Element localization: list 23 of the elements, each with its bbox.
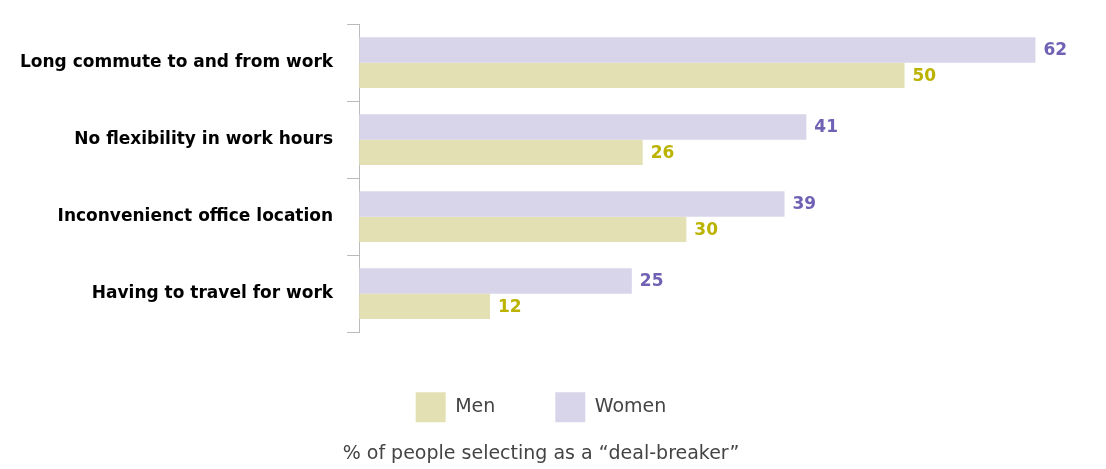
data-label: 30	[694, 218, 719, 239]
bar	[359, 62, 905, 89]
bar	[359, 293, 491, 320]
text: % of people selecting as a “deal-breaker”	[342, 440, 740, 463]
bar	[359, 191, 785, 217]
bar	[359, 216, 687, 243]
data-label: 50	[912, 64, 937, 85]
bar	[359, 37, 1036, 63]
y-tick-label: Long commute to and from work	[19, 51, 334, 72]
y-tick-label: No flexibility in work hours	[74, 128, 334, 149]
bar	[359, 268, 632, 294]
data-label: 12	[498, 295, 522, 316]
data-label: 25	[639, 270, 664, 291]
data-label: 39	[792, 193, 817, 214]
y-tick-label: Inconvenienct office location	[57, 205, 334, 226]
bar	[359, 114, 807, 140]
data-label: 26	[650, 141, 675, 162]
data-label: 41	[814, 116, 839, 137]
legend-label: Men	[455, 394, 496, 417]
data-label: 62	[1043, 39, 1068, 60]
bar	[359, 139, 643, 166]
legend-label: Women	[594, 394, 667, 417]
y-tick-label: Having to travel for work	[91, 282, 334, 303]
